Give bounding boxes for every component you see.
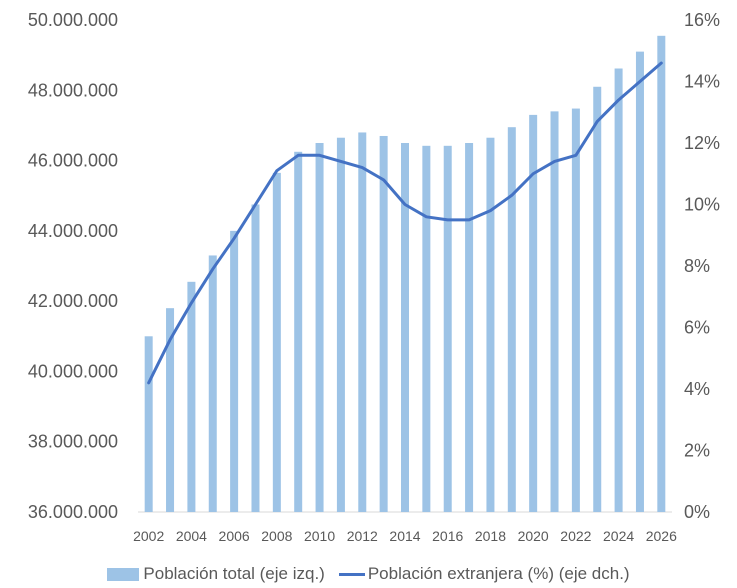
bar-2024: [614, 68, 623, 512]
right-tick-label: 8%: [684, 256, 710, 276]
bar-2008: [272, 172, 281, 512]
x-tick-label: 2026: [646, 528, 677, 544]
bar-series-poblacion-total: [144, 35, 666, 513]
x-tick-label: 2008: [261, 528, 292, 544]
x-tick-label: 2018: [475, 528, 506, 544]
bar-2018: [486, 137, 495, 513]
legend-swatch-line: [338, 572, 365, 576]
bar-2023: [593, 86, 602, 513]
x-tick-label: 2002: [133, 528, 164, 544]
bar-2010: [315, 143, 324, 512]
chart-canvas: 36.000.000 38.000.000 40.000.000 42.000.000…: [28, 10, 720, 544]
right-tick-label: 12%: [684, 133, 720, 153]
bar-2020: [529, 114, 538, 512]
legend-item-poblacion-total: Población total (eje izq.): [107, 564, 325, 584]
bar-2007: [251, 204, 260, 512]
legend-item-poblacion-extranjera: Población extranjera (%) (eje dch.): [338, 564, 630, 584]
x-tick-label: 2004: [176, 528, 207, 544]
x-tick-label: 2020: [518, 528, 549, 544]
right-tick-label: 16%: [684, 10, 720, 30]
right-tick-label: 4%: [684, 379, 710, 399]
right-tick-label: 2%: [684, 441, 710, 461]
x-tick-label: 2006: [219, 528, 250, 544]
bar-2016: [443, 145, 452, 512]
x-tick-label: 2014: [389, 528, 420, 544]
left-tick-label: 42.000.000: [28, 291, 118, 311]
left-tick-label: 48.000.000: [28, 80, 118, 100]
x-axis-ticks: 2002 2004 2006 2008 2010 2012 2014 2016 2018 2020…: [133, 528, 677, 544]
bar-2022: [571, 108, 580, 512]
bar-2004: [187, 281, 196, 512]
bar-2002: [144, 336, 153, 512]
legend-label-poblacion-total: Población total (eje izq.): [143, 564, 325, 583]
bar-2019: [507, 127, 516, 512]
bar-2026: [657, 35, 666, 513]
bar-2014: [401, 143, 409, 512]
left-tick-label: 44.000.000: [28, 221, 118, 241]
bar-2025: [635, 51, 644, 512]
bar-2017: [465, 143, 474, 512]
right-tick-label: 14%: [684, 72, 720, 92]
right-tick-label: 10%: [684, 195, 720, 215]
legend-swatch-bar: [107, 567, 140, 581]
left-tick-label: 36.000.000: [28, 502, 118, 522]
legend: Población total (eje izq.) Población ext…: [0, 562, 737, 586]
bar-2013: [379, 135, 388, 512]
right-tick-label: 6%: [684, 318, 710, 338]
bar-2003: [166, 308, 175, 512]
legend-label-poblacion-extranjera: Población extranjera (%) (eje dch.): [367, 564, 630, 583]
x-tick-label: 2016: [432, 528, 463, 544]
bar-2009: [294, 151, 303, 513]
x-tick-label: 2022: [560, 528, 591, 544]
x-tick-label: 2024: [603, 528, 634, 544]
x-tick-label: 2010: [304, 528, 335, 544]
right-axis-ticks: 0% 2% 4% 6% 8% 10% 12% 14% 16%: [684, 10, 720, 522]
bar-2015: [422, 145, 431, 512]
bar-2011: [336, 137, 345, 513]
line-series-poblacion-extranjera: [147, 61, 663, 385]
bar-2012: [358, 132, 367, 512]
left-tick-label: 40.000.000: [28, 361, 118, 381]
bar-2005: [208, 255, 217, 512]
bar-2006: [230, 230, 239, 513]
bar-2021: [550, 111, 559, 513]
x-tick-label: 2012: [347, 528, 378, 544]
right-tick-label: 0%: [684, 502, 710, 522]
left-tick-label: 50.000.000: [28, 10, 118, 30]
left-tick-label: 38.000.000: [28, 432, 118, 452]
left-axis-ticks: 36.000.000 38.000.000 40.000.000 42.000.000…: [28, 10, 118, 522]
left-tick-label: 46.000.000: [28, 151, 118, 171]
